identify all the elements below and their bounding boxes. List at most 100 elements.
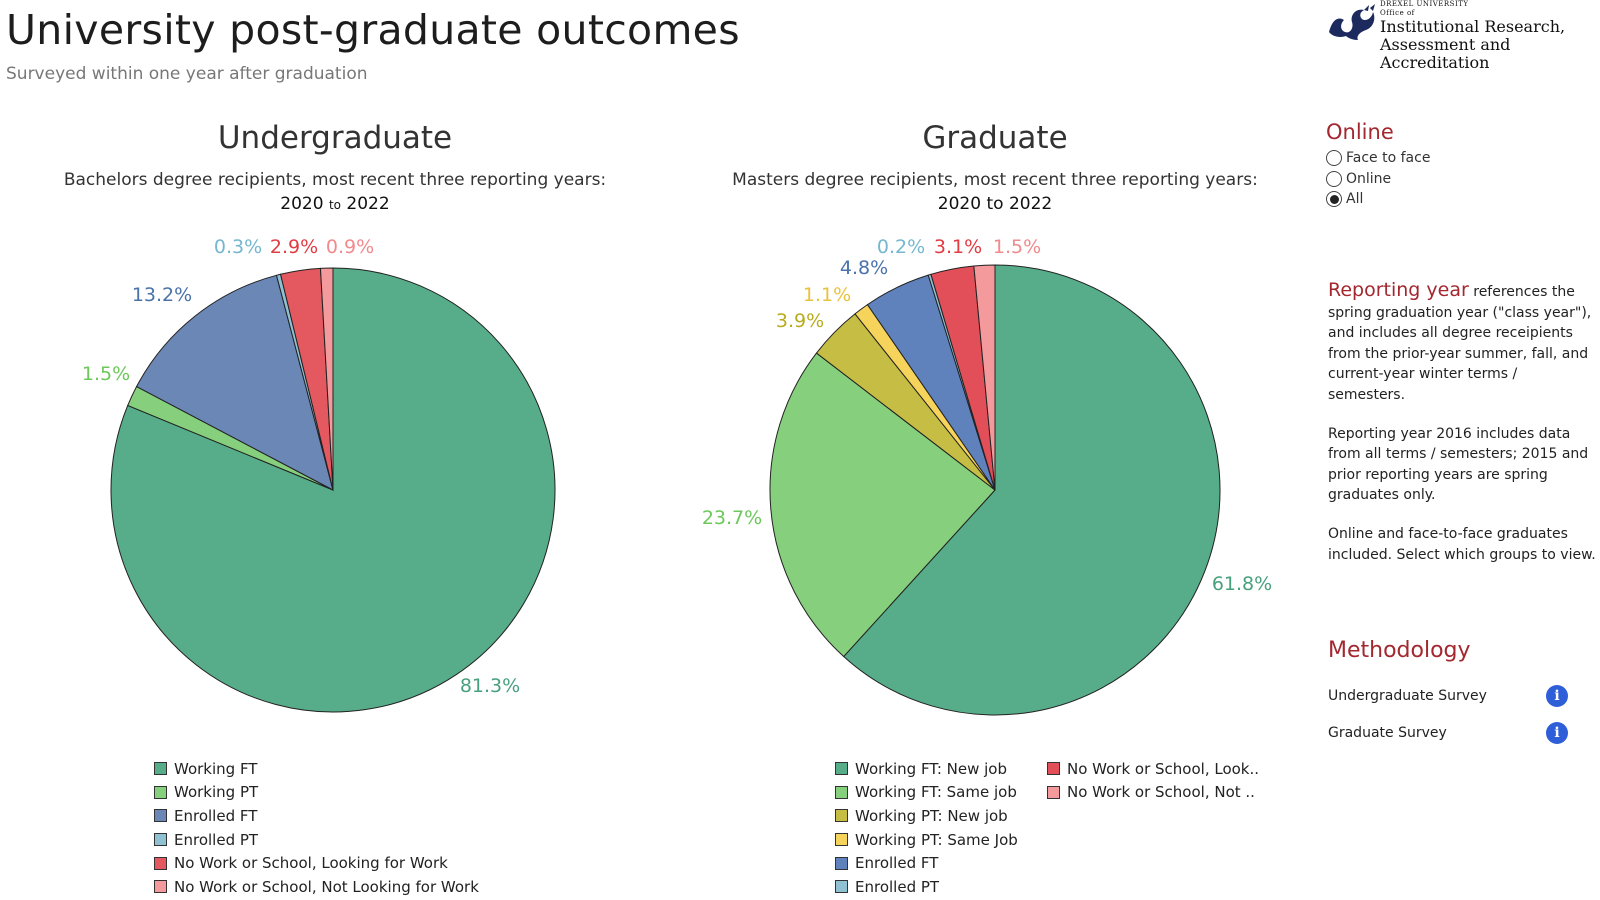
note-2016: Reporting year 2016 includes data from a… <box>1328 425 1589 504</box>
grad-legend-item-3-label: Working PT: Same Job <box>855 830 1018 849</box>
grad-legend-item-2-label: Working PT: New job <box>855 806 1008 825</box>
undergrad-legend-item-3[interactable]: Enrolled PT <box>154 828 479 852</box>
institution-logo: DREXEL UNIVERSITY Office of Institutiona… <box>1326 0 1586 80</box>
methodology-panel: Methodology Undergraduate Survey i Gradu… <box>1328 638 1568 751</box>
logo-university: DREXEL UNIVERSITY <box>1380 0 1469 8</box>
grad-label-3: 1.1% <box>803 284 851 306</box>
grad-year-from: 2020 <box>937 194 982 214</box>
online-filter: Online Face to face Online All <box>1326 120 1430 210</box>
undergrad-label-1: 1.5% <box>82 363 130 385</box>
grad-legend-item-1-swatch <box>835 785 848 799</box>
grad-label-1: 23.7% <box>702 507 762 529</box>
radio-label: All <box>1346 191 1364 208</box>
grad-chart-title: Graduate <box>922 120 1068 156</box>
undergrad-label-4: 2.9% <box>270 236 318 258</box>
grad-year-range: 2020 to 2022 <box>690 194 1300 214</box>
undergrad-legend-item-2[interactable]: Enrolled FT <box>154 804 479 828</box>
grad-legend-item-7-label: No Work or School, Not .. <box>1067 783 1255 802</box>
grad-legend: Working FT: New job Working FT: Same job W… <box>835 757 1259 899</box>
grad-legend-item-1[interactable]: Working FT: Same job <box>835 781 1047 805</box>
undergrad-year-connector: to <box>328 198 342 212</box>
undergrad-legend-item-3-label: Enrolled PT <box>174 830 259 849</box>
radio-selected-dot <box>1329 194 1339 204</box>
undergrad-label-5: 0.9% <box>326 236 374 258</box>
grad-legend-item-1-label: Working FT: Same job <box>855 783 1017 802</box>
grad-legend-item-6[interactable]: No Work or School, Look.. <box>1047 757 1259 781</box>
undergrad-info-icon[interactable]: i <box>1546 684 1568 707</box>
radio-label: Online <box>1346 170 1392 187</box>
grad-legend-item-0-label: Working FT: New job <box>855 759 1007 778</box>
undergrad-legend: Working FT Working PT Enrolled FT Enrolled … <box>154 757 479 899</box>
grad-legend-item-0[interactable]: Working FT: New job <box>835 757 1047 781</box>
grad-label-2: 3.9% <box>776 310 824 332</box>
undergrad-legend-item-1[interactable]: Working PT <box>154 781 479 805</box>
grad-legend-item-0-swatch <box>835 762 848 776</box>
grad-legend-item-7[interactable]: No Work or School, Not .. <box>1047 781 1259 805</box>
page-subtitle: Surveyed within one year after graduatio… <box>6 64 368 84</box>
undergrad-legend-item-0[interactable]: Working FT <box>154 757 479 781</box>
undergrad-legend-item-1-label: Working PT <box>174 783 259 802</box>
methodology-undergrad-row: Undergraduate Survey i <box>1328 677 1568 714</box>
undergrad-legend-item-2-label: Enrolled FT <box>174 806 258 825</box>
radio-label: Face to face <box>1346 150 1431 167</box>
online-filter-title: Online <box>1326 120 1394 144</box>
logo-line-3: Accreditation <box>1380 53 1490 72</box>
undergrad-legend-item-0-label: Working FT <box>174 759 258 778</box>
grad-legend-item-5[interactable]: Enrolled PT <box>835 875 1047 899</box>
undergrad-year-from: 2020 <box>280 194 324 214</box>
reporting-year-text: references the spring graduation year ("… <box>1328 284 1592 403</box>
undergrad-legend-item-5-swatch <box>154 880 167 894</box>
undergrad-slice-5[interactable] <box>319 267 334 491</box>
undergrad-legend-item-4[interactable]: No Work or School, Looking for Work <box>154 851 479 875</box>
undergrad-chart-subtitle: Bachelors degree recipients, most recent… <box>63 170 607 190</box>
filter-option-face-to-face[interactable]: Face to face <box>1326 148 1430 169</box>
methodology-title: Methodology <box>1328 638 1471 663</box>
grad-chart-subtitle: Masters degree recipients, most recent t… <box>732 170 1258 190</box>
undergrad-slice-2[interactable] <box>135 274 334 491</box>
grad-legend-item-6-swatch <box>1047 762 1060 776</box>
filter-option-all[interactable]: All <box>1326 189 1430 210</box>
undergrad-legend-item-5[interactable]: No Work or School, Not Looking for Work <box>154 875 479 899</box>
page-title: University post-graduate outcomes <box>6 6 740 54</box>
undergrad-label-3: 0.3% <box>214 236 262 258</box>
grad-year-connector: to <box>986 194 1004 214</box>
grad-slice-7[interactable] <box>973 264 996 491</box>
radio-button-icon[interactable] <box>1326 150 1342 167</box>
methodology-undergrad-label: Undergraduate Survey <box>1328 687 1487 704</box>
grad-legend-item-3-swatch <box>835 833 848 847</box>
methodology-grad-row: Graduate Survey i <box>1328 714 1568 751</box>
methodology-grad-label: Graduate Survey <box>1328 724 1447 741</box>
radio-button-icon[interactable] <box>1326 170 1342 187</box>
undergrad-label-2: 13.2% <box>132 284 192 306</box>
grad-legend-item-3[interactable]: Working PT: Same Job <box>835 828 1047 852</box>
undergrad-chart-title: Undergraduate <box>217 120 453 156</box>
undergrad-legend-item-3-swatch <box>154 833 167 847</box>
dragon-logo-icon <box>1329 4 1375 40</box>
logo-line-1: Institutional Research, <box>1380 17 1566 36</box>
undergrad-legend-item-2-swatch <box>154 809 167 823</box>
grad-chart-header: Graduate Masters degree recipients, most… <box>690 120 1300 214</box>
grad-legend-item-6-label: No Work or School, Look.. <box>1067 759 1260 778</box>
reporting-year-label: Reporting year <box>1328 279 1469 301</box>
grad-info-icon[interactable]: i <box>1546 721 1568 744</box>
grad-label-7: 1.5% <box>993 236 1041 258</box>
notes-panel: Reporting year references the spring gra… <box>1328 280 1596 583</box>
grad-slice-0[interactable] <box>842 264 1221 716</box>
logo-office: Office of <box>1380 9 1415 17</box>
grad-legend-item-5-swatch <box>835 880 848 894</box>
logo-line-2: Assessment and <box>1380 35 1511 54</box>
grad-slice-1[interactable] <box>769 352 996 658</box>
undergrad-label-0: 81.3% <box>460 675 520 697</box>
grad-label-5: 0.2% <box>877 236 925 258</box>
grad-legend-item-5-label: Enrolled PT <box>855 877 940 896</box>
filter-option-online[interactable]: Online <box>1326 169 1430 190</box>
undergrad-legend-item-5-label: No Work or School, Not Looking for Work <box>174 877 479 896</box>
grad-legend-item-2[interactable]: Working PT: New job <box>835 804 1047 828</box>
radio-button-icon[interactable] <box>1326 191 1342 208</box>
undergrad-chart-header: Undergraduate Bachelors degree recipient… <box>30 120 640 214</box>
undergrad-year-to: 2022 <box>346 194 390 214</box>
undergrad-slice-0[interactable] <box>110 267 556 713</box>
grad-label-6: 3.1% <box>934 236 982 258</box>
grad-legend-item-4[interactable]: Enrolled FT <box>835 851 1047 875</box>
